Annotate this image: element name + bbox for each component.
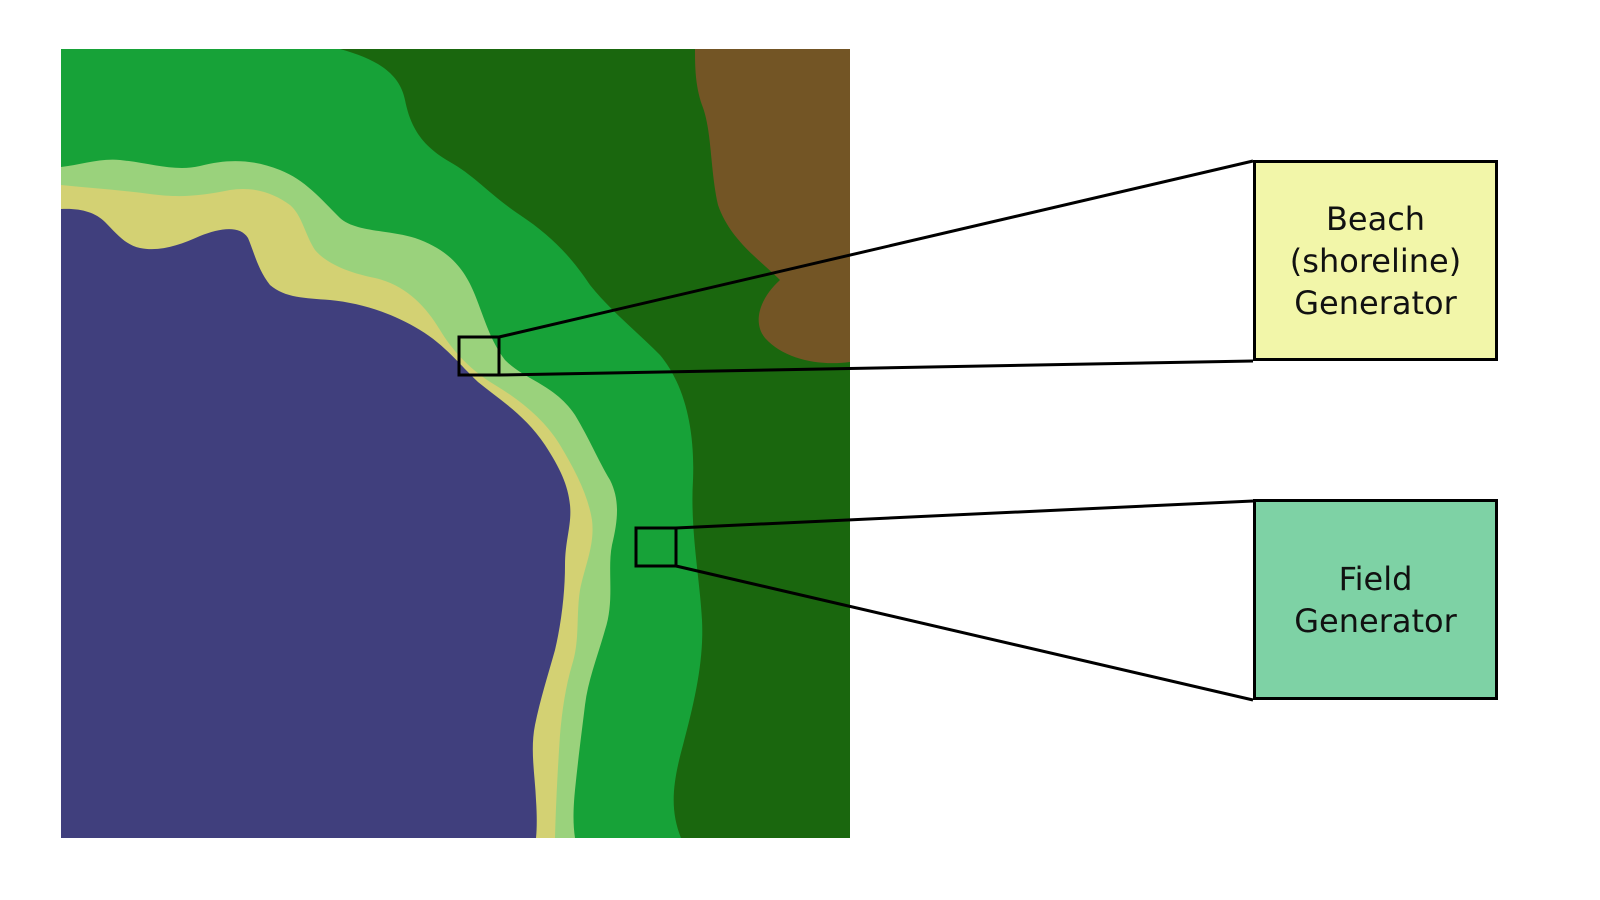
- field-leader-line-bottom: [675, 564, 1254, 702]
- beach-callout: [457, 159, 1497, 377]
- mountain-region: [695, 49, 850, 364]
- beach-label-line-2: (shoreline): [1289, 241, 1462, 280]
- beach-label-line-1: Beach: [1325, 199, 1426, 238]
- terrain-map: [61, 49, 850, 839]
- beach-leader-line-bottom: [498, 359, 1254, 377]
- beach-leader-line-top: [498, 159, 1254, 339]
- beach-generator-box: Beach (shoreline) Generator: [1253, 160, 1498, 361]
- field-label-line-2: Generator: [1294, 601, 1457, 640]
- field-box-fill: [1254, 500, 1497, 699]
- field-callout: [634, 499, 1497, 702]
- field-label-line-1: Field: [1338, 559, 1413, 598]
- beach-sample-marker: [457, 335, 501, 377]
- beach-box-fill: [1254, 161, 1497, 360]
- field-leader-line-top: [675, 499, 1254, 530]
- water-region: [61, 208, 571, 839]
- field-sample-marker: [634, 526, 678, 568]
- beach-label-line-3: Generator: [1294, 283, 1457, 322]
- field-generator-box: Field Generator: [1253, 499, 1498, 700]
